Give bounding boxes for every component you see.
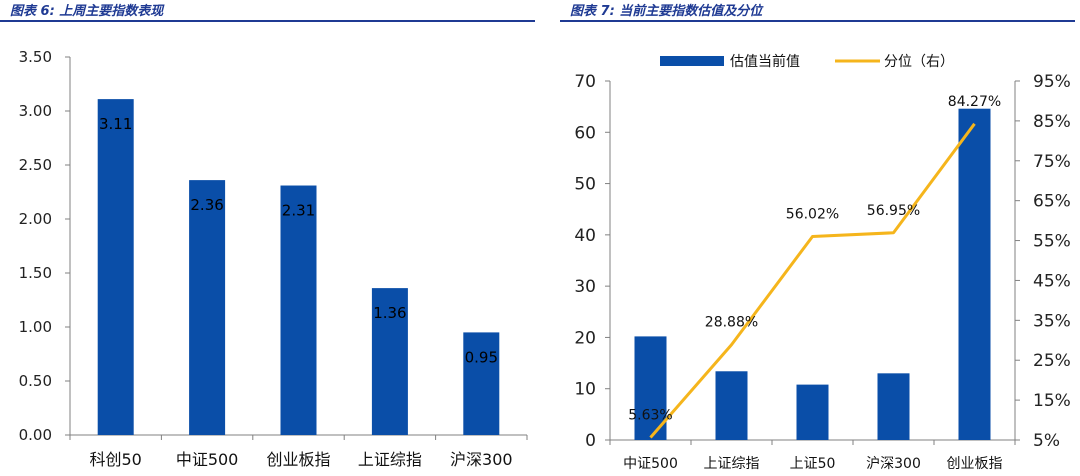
bar xyxy=(877,373,910,440)
bar-value-label: 3.11 xyxy=(99,115,132,133)
y-tick-label: 2.50 xyxy=(19,156,52,174)
y-tick-label: 70 xyxy=(574,72,596,92)
figure-caption: 图表 7: 当前主要指数估值及分位 xyxy=(570,4,763,19)
legend-bar-swatch xyxy=(660,56,724,66)
chart-index-performance: 0.00 0.50 1.00 1.50 2.00 2.50 3.00 3.50 3.11 科创50… xyxy=(19,48,528,469)
panel-valuation-percentile: 图表 7: 当前主要指数估值及分位 0 10 20 30 40 50 60 70 5% 15% 25… xyxy=(560,0,1080,476)
y-tick-label: 1.00 xyxy=(19,318,52,336)
y2-tick-label: 15% xyxy=(1033,391,1071,411)
bar xyxy=(796,384,829,440)
bar xyxy=(634,336,667,440)
y2-tick-label: 5% xyxy=(1033,431,1060,451)
line-value-label: 5.63% xyxy=(628,407,672,423)
y-tick-label: 10 xyxy=(574,380,596,400)
bar-value-label: 2.36 xyxy=(190,196,223,214)
caption-rule xyxy=(560,20,1075,22)
y-tick-label: 3.00 xyxy=(19,102,52,120)
legend-bar-label: 估值当前值 xyxy=(730,53,800,70)
y-tick-label: 1.50 xyxy=(19,264,52,282)
x-tick-label: 上证50 xyxy=(790,456,836,472)
y2-tick-label: 55% xyxy=(1033,232,1071,252)
x-tick-label: 中证500 xyxy=(623,456,678,472)
x-tick-label: 科创50 xyxy=(90,450,142,469)
line-value-label: 56.95% xyxy=(867,203,920,219)
y-tick-label: 50 xyxy=(574,175,596,195)
y2-tick-label: 25% xyxy=(1033,351,1071,371)
caption-rule xyxy=(0,20,535,22)
y2-tick-label: 65% xyxy=(1033,192,1071,212)
y-tick-label: 0.50 xyxy=(19,372,52,390)
bar xyxy=(463,332,500,435)
bar-value-label: 0.95 xyxy=(465,348,498,366)
bar-value-label: 1.36 xyxy=(373,304,406,322)
x-tick-label: 上证综指 xyxy=(704,456,760,472)
y-tick-label: 2.00 xyxy=(19,210,52,228)
y2-tick-label: 85% xyxy=(1033,112,1071,132)
x-tick-label: 创业板指 xyxy=(266,450,330,469)
y2-tick-label: 45% xyxy=(1033,271,1071,291)
panel-index-performance: 图表 6: 上周主要指数表现 0.00 0.50 1.00 1.50 2.00 2.50 3… xyxy=(0,4,535,469)
x-tick-label: 中证500 xyxy=(176,450,239,469)
y-tick-label: 40 xyxy=(574,226,596,246)
bar xyxy=(715,371,748,440)
line-value-label: 56.02% xyxy=(786,206,839,222)
line-value-label: 28.88% xyxy=(705,315,758,331)
y-tick-label: 3.50 xyxy=(19,48,52,66)
y-tick-label: 60 xyxy=(574,123,596,143)
bar xyxy=(97,99,134,436)
bar-value-label: 2.31 xyxy=(282,202,315,220)
y2-tick-label: 35% xyxy=(1033,311,1071,331)
x-tick-label: 沪深300 xyxy=(866,456,921,472)
x-tick-label: 沪深300 xyxy=(450,450,513,469)
bar xyxy=(371,288,408,435)
y-tick-label: 0 xyxy=(585,431,596,451)
legend-line-label: 分位（右） xyxy=(884,54,954,70)
y2-tick-label: 95% xyxy=(1033,72,1071,92)
percentile-line xyxy=(649,122,976,439)
y-tick-label: 30 xyxy=(574,277,596,297)
figure-caption: 图表 6: 上周主要指数表现 xyxy=(10,4,164,19)
bar xyxy=(189,180,226,435)
chart-valuation-percentile: 0 10 20 30 40 50 60 70 5% 15% 25% 35% 45% 55% 65% 75% 85… xyxy=(574,53,1071,472)
x-tick-label: 创业板指 xyxy=(947,456,1003,472)
x-tick-label: 上证综指 xyxy=(358,450,422,469)
bar xyxy=(958,108,991,441)
bar xyxy=(280,185,317,435)
line-value-label: 84.27% xyxy=(948,94,1001,110)
y2-tick-label: 75% xyxy=(1033,152,1071,172)
y-tick-label: 20 xyxy=(574,328,596,348)
y-tick-label: 0.00 xyxy=(19,426,52,444)
